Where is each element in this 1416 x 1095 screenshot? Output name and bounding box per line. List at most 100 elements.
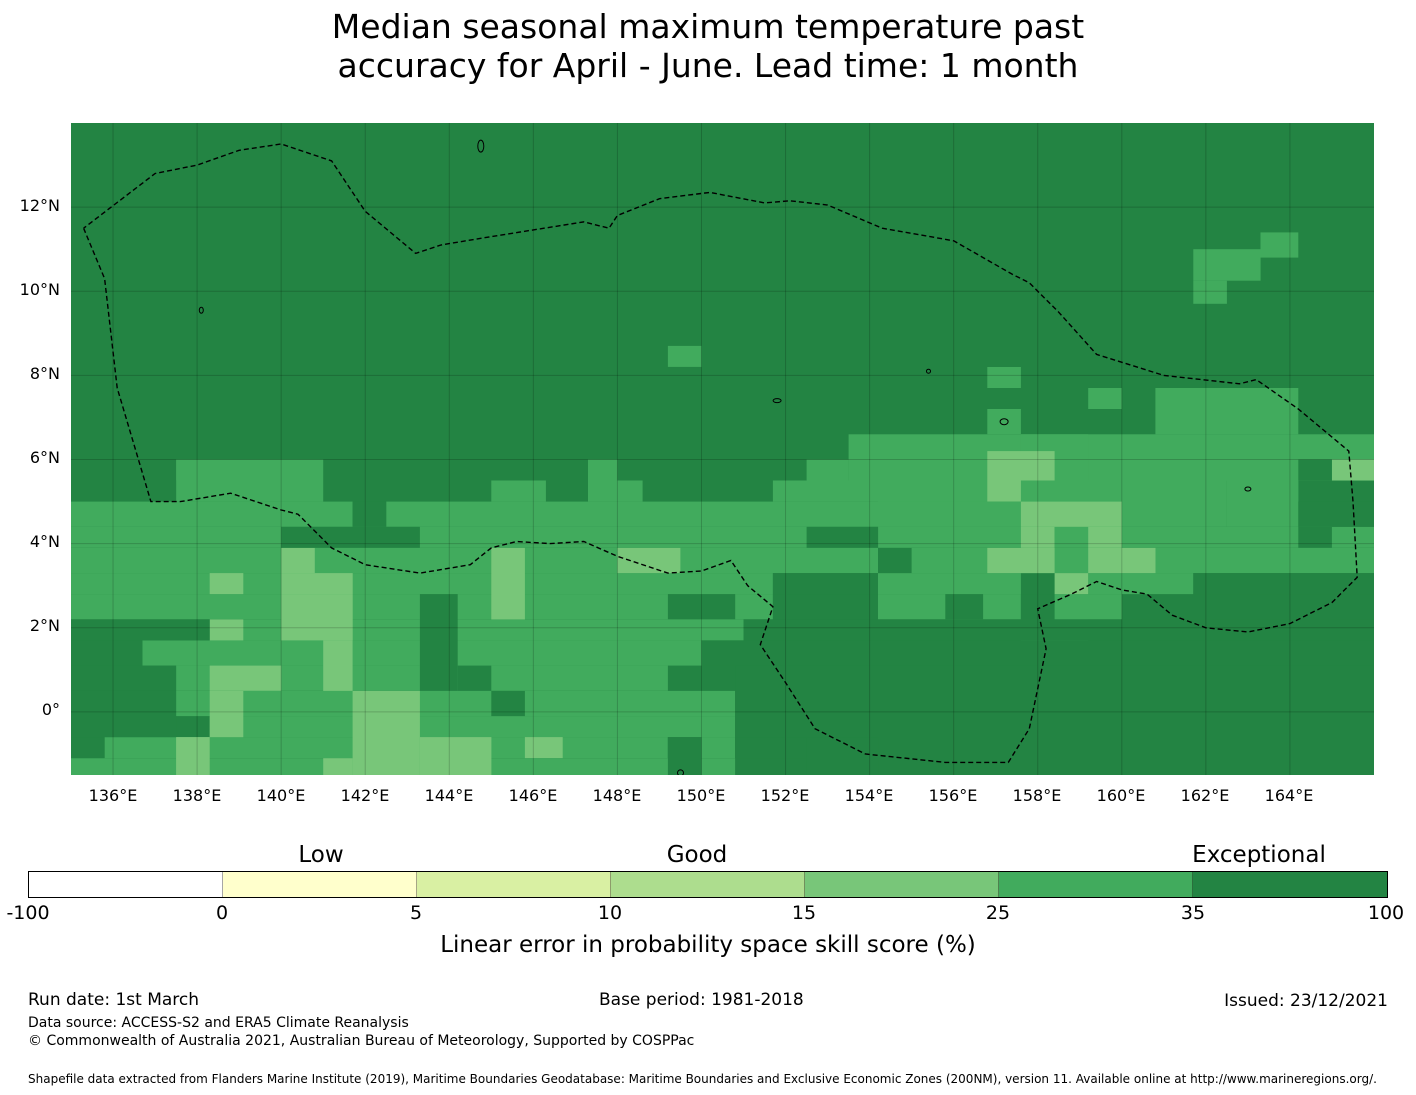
colorbar-segment [999,872,1193,897]
skill-cell [281,594,353,641]
shapefile-credit: Shapefile data extracted from Flanders M… [28,1072,1377,1086]
colorbar-tick: 25 [985,902,1011,924]
island-outline [198,306,204,314]
skill-cell [209,573,244,595]
lon-tick-148e: 148°E [592,786,642,805]
skill-map-canvas [71,123,1374,775]
colorbar-category-low: Low [298,842,344,868]
colorbar-tick: 10 [597,902,623,924]
colorbar-tick: 0 [215,902,229,924]
skill-cell [1020,594,1055,620]
skill-cell [667,594,736,620]
skill-cell [772,594,878,620]
skill-cell [352,501,387,527]
skill-cell [1226,480,1299,527]
skill-cell [1332,459,1374,481]
colorbar-tick: 15 [791,902,817,924]
skill-cell [491,547,525,620]
lat-tick-6n: 6°N [29,448,60,467]
skill-cell [878,573,1021,595]
skill-cell [1193,249,1261,281]
skill-cell [878,547,912,574]
skill-cell [987,547,1055,574]
lon-tick-162e: 162°E [1180,786,1230,805]
lon-tick-138e: 138°E [172,786,222,805]
skill-cell [209,716,736,738]
colorbar-segment [29,872,223,897]
skill-cell [176,737,210,775]
skill-cell [701,640,1374,666]
colorbar-segment [417,872,611,897]
lon-tick-160e: 160°E [1096,786,1146,805]
skill-cell [987,480,1021,502]
skill-cell [71,665,177,691]
island-outline [772,398,782,404]
skill-cell [806,737,879,775]
skill-cell [806,526,879,548]
lon-tick-158e: 158°E [1012,786,1062,805]
colorbar-category-good: Good [666,842,728,868]
skill-cell [419,737,492,775]
skill-cell [71,526,1374,548]
skill-cell [701,737,736,759]
issued-date: Issued: 23/12/2021 [1224,991,1388,1011]
data-source: Data source: ACCESS-S2 and ERA5 Climate … [28,1015,409,1031]
skill-cell [71,573,773,595]
skill-cell [806,459,849,481]
lat-tick-12n: 12°N [19,196,60,215]
colorbar-tick: 5 [409,902,423,924]
skill-cell [588,459,618,481]
skill-cell [71,619,210,641]
chart-title-line-2: accuracy for April - June. Lead time: 1 … [337,46,1079,85]
skill-cell [1088,388,1122,409]
lon-tick-156e: 156°E [928,786,978,805]
skill-cell [1193,280,1227,304]
island-outline [477,139,485,153]
lon-tick-142e: 142°E [340,786,390,805]
skill-cell [352,690,420,775]
skill-cell [209,619,244,641]
skill-cell [209,665,282,691]
skill-cell [1298,526,1332,548]
lon-tick-136e: 136°E [88,786,138,805]
colorbar-category-exceptional: Exceptional [1192,842,1326,868]
skill-cell [987,451,1055,481]
lon-tick-150e: 150°E [676,786,726,805]
skill-cell [1020,526,1055,548]
run-date: Run date: 1st March [28,990,200,1010]
island-outline [999,418,1009,426]
skill-cell [71,547,1374,574]
skill-cell [1088,573,1194,595]
lon-tick-146e: 146°E [508,786,558,805]
lat-tick-2n: 2°N [29,616,60,635]
skill-cell [667,665,702,691]
lon-tick-154e: 154°E [844,786,894,805]
skill-cell [71,737,105,759]
lat-tick-8n: 8°N [29,364,60,383]
colorbar-segment [223,872,417,897]
lat-tick-4n: 4°N [29,532,60,551]
skill-cell [1260,232,1299,258]
skill-cell [1298,459,1332,481]
skill-cell [1155,388,1299,435]
skill-cell [588,480,643,502]
skill-cell [772,480,878,502]
skill-cell [1054,573,1089,595]
skill-cell [945,594,984,620]
skill-cell [772,573,878,595]
skill-cell [281,547,315,574]
colorbar-segment [1193,872,1387,897]
skill-cell [1193,573,1374,595]
skill-cell [1020,501,1122,527]
skill-cell [524,737,563,759]
skill-cell [1298,501,1374,527]
skill-cell [176,459,324,502]
island-outline [926,368,931,374]
colorbar [28,871,1388,898]
base-period: Base period: 1981-2018 [599,990,804,1010]
colorbar-tick: -100 [6,902,50,924]
skill-cell [209,690,244,738]
skill-cell [1054,594,1122,620]
skill-cell [667,345,702,367]
skill-cell [735,737,807,759]
